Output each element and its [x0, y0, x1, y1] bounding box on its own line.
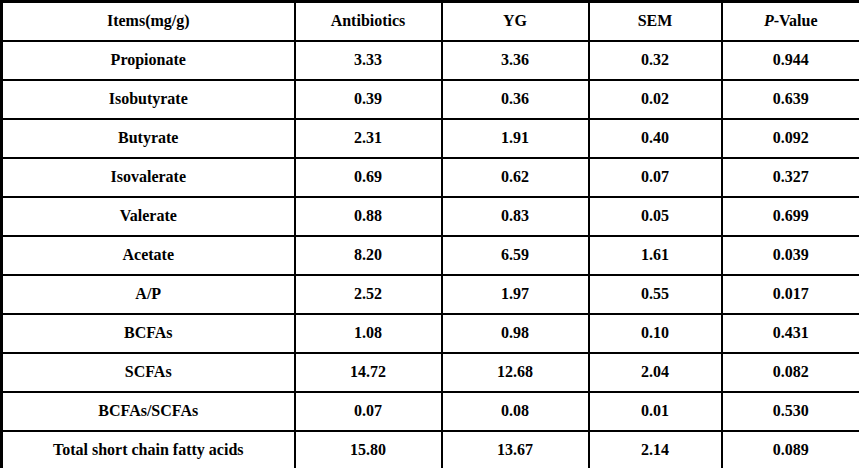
cell-sem: 0.02 [589, 80, 722, 119]
cell-yg: 0.62 [442, 158, 589, 197]
table-row-total-scfa: Total short chain fatty acids 15.80 13.6… [2, 431, 859, 468]
cell-item: Isobutyrate [2, 80, 295, 119]
cell-yg: 1.97 [442, 275, 589, 314]
cell-p-value: 0.039 [722, 236, 859, 275]
cell-yg: 0.36 [442, 80, 589, 119]
cell-sem: 2.14 [589, 431, 722, 468]
cell-p-value: 0.327 [722, 158, 859, 197]
cell-yg: 13.67 [442, 431, 589, 468]
cell-antibiotics: 14.72 [295, 353, 442, 392]
cell-antibiotics: 8.20 [295, 236, 442, 275]
cell-antibiotics: 0.69 [295, 158, 442, 197]
cell-antibiotics: 0.88 [295, 197, 442, 236]
cell-p-value: 0.089 [722, 431, 859, 468]
table-row-isobutyrate: Isobutyrate 0.39 0.36 0.02 0.639 [2, 80, 859, 119]
cell-p-value: 0.017 [722, 275, 859, 314]
cell-item: Acetate [2, 236, 295, 275]
cell-item: Propionate [2, 41, 295, 80]
scfa-results-table: Items(mg/g) Antibiotics YG SEM P-Value P… [0, 0, 859, 468]
cell-p-value: 0.092 [722, 119, 859, 158]
table-row-ap-ratio: A/P 2.52 1.97 0.55 0.017 [2, 275, 859, 314]
table-header-row: Items(mg/g) Antibiotics YG SEM P-Value [2, 2, 859, 41]
cell-sem: 1.61 [589, 236, 722, 275]
cell-p-value: 0.699 [722, 197, 859, 236]
column-header-antibiotics: Antibiotics [295, 2, 442, 41]
cell-item: A/P [2, 275, 295, 314]
cell-sem: 2.04 [589, 353, 722, 392]
cell-yg: 6.59 [442, 236, 589, 275]
cell-item: BCFAs [2, 314, 295, 353]
cell-yg: 0.08 [442, 392, 589, 431]
cell-antibiotics: 2.52 [295, 275, 442, 314]
p-value-italic-p: P [764, 12, 774, 29]
column-header-yg: YG [442, 2, 589, 41]
table-row-butyrate: Butyrate 2.31 1.91 0.40 0.092 [2, 119, 859, 158]
cell-item: Valerate [2, 197, 295, 236]
cell-antibiotics: 0.07 [295, 392, 442, 431]
cell-p-value: 0.639 [722, 80, 859, 119]
cell-sem: 0.40 [589, 119, 722, 158]
cell-yg: 3.36 [442, 41, 589, 80]
cell-p-value: 0.431 [722, 314, 859, 353]
column-header-sem: SEM [589, 2, 722, 41]
cell-yg: 12.68 [442, 353, 589, 392]
cell-p-value: 0.944 [722, 41, 859, 80]
cell-item: BCFAs/SCFAs [2, 392, 295, 431]
cell-antibiotics: 2.31 [295, 119, 442, 158]
cell-sem: 0.32 [589, 41, 722, 80]
table-row-bcfas: BCFAs 1.08 0.98 0.10 0.431 [2, 314, 859, 353]
cell-p-value: 0.530 [722, 392, 859, 431]
table-row-acetate: Acetate 8.20 6.59 1.61 0.039 [2, 236, 859, 275]
cell-yg: 0.83 [442, 197, 589, 236]
cell-p-value: 0.082 [722, 353, 859, 392]
cell-antibiotics: 1.08 [295, 314, 442, 353]
cell-sem: 0.01 [589, 392, 722, 431]
table-row-scfas: SCFAs 14.72 12.68 2.04 0.082 [2, 353, 859, 392]
cell-yg: 1.91 [442, 119, 589, 158]
column-header-items: Items(mg/g) [2, 2, 295, 41]
cell-antibiotics: 0.39 [295, 80, 442, 119]
cell-sem: 0.05 [589, 197, 722, 236]
cell-sem: 0.07 [589, 158, 722, 197]
table-row-bcfas-scfas-ratio: BCFAs/SCFAs 0.07 0.08 0.01 0.530 [2, 392, 859, 431]
table-row-isovalerate: Isovalerate 0.69 0.62 0.07 0.327 [2, 158, 859, 197]
cell-antibiotics: 15.80 [295, 431, 442, 468]
table-row-valerate: Valerate 0.88 0.83 0.05 0.699 [2, 197, 859, 236]
table-row-propionate: Propionate 3.33 3.36 0.32 0.944 [2, 41, 859, 80]
p-value-rest: -Value [774, 12, 818, 29]
cell-item: Isovalerate [2, 158, 295, 197]
cell-item: Butyrate [2, 119, 295, 158]
cell-item: Total short chain fatty acids [2, 431, 295, 468]
cell-antibiotics: 3.33 [295, 41, 442, 80]
column-header-p-value: P-Value [722, 2, 859, 41]
cell-item: SCFAs [2, 353, 295, 392]
cell-sem: 0.10 [589, 314, 722, 353]
cell-sem: 0.55 [589, 275, 722, 314]
cell-yg: 0.98 [442, 314, 589, 353]
